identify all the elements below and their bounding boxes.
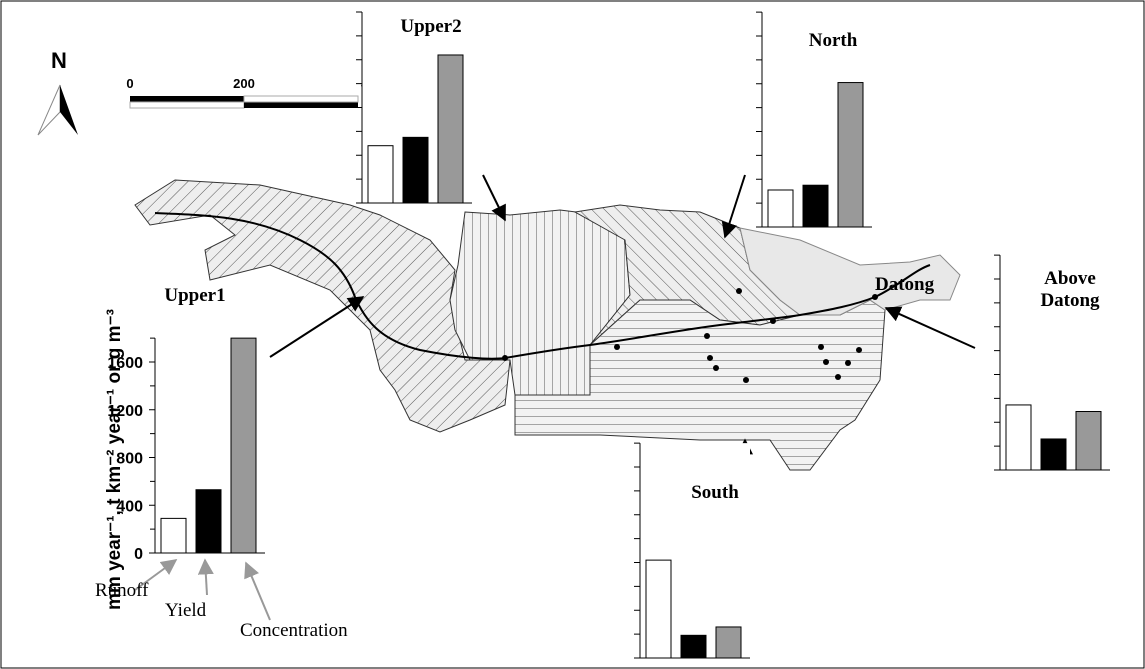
north-arrow <box>37 84 78 136</box>
bar <box>367 145 394 204</box>
bar <box>680 634 707 659</box>
bar <box>645 559 672 659</box>
bar <box>1005 404 1032 471</box>
chart-name: North <box>808 30 858 51</box>
bar <box>195 489 222 554</box>
bar <box>230 337 257 554</box>
axis-label: mm year⁻¹, t km⁻² year⁻¹ or g m⁻³ <box>104 309 125 610</box>
bar <box>1040 438 1067 471</box>
y-tick-label: 1200 <box>107 403 143 420</box>
bar <box>437 54 464 204</box>
scale-label: 0 <box>126 76 133 91</box>
bar <box>160 517 187 554</box>
chart-name: South <box>691 482 739 503</box>
y-tick-label: 800 <box>116 451 143 468</box>
bar <box>402 136 429 204</box>
chart-name: Above Datong <box>1040 268 1100 311</box>
scale-segment-outline <box>243 95 359 103</box>
stations <box>502 288 878 383</box>
y-tick-label: 1600 <box>107 355 143 372</box>
arrows <box>134 174 976 621</box>
bar-label: Concentration <box>240 620 348 641</box>
scale-segment <box>244 102 358 108</box>
scale-label: 200 <box>233 76 255 91</box>
bar <box>767 189 794 228</box>
region-above-datong <box>739 227 961 316</box>
north-label: N <box>51 48 67 73</box>
bar <box>1075 411 1102 471</box>
bar-label: Yield <box>165 600 207 621</box>
bar <box>715 626 742 659</box>
chart-name: Upper1 <box>164 285 226 306</box>
scale-segment <box>130 96 244 102</box>
scale-segment-outline <box>129 101 245 109</box>
region-upper1 <box>134 179 511 433</box>
y-tick-label: 0 <box>134 546 143 563</box>
bar <box>837 82 864 228</box>
bar-label: Runoff <box>95 580 149 601</box>
bar <box>802 184 829 228</box>
river <box>154 212 931 360</box>
station-label: Datong <box>875 274 935 295</box>
chart-name: Upper2 <box>400 16 462 37</box>
y-tick-label: 400 <box>116 498 143 515</box>
